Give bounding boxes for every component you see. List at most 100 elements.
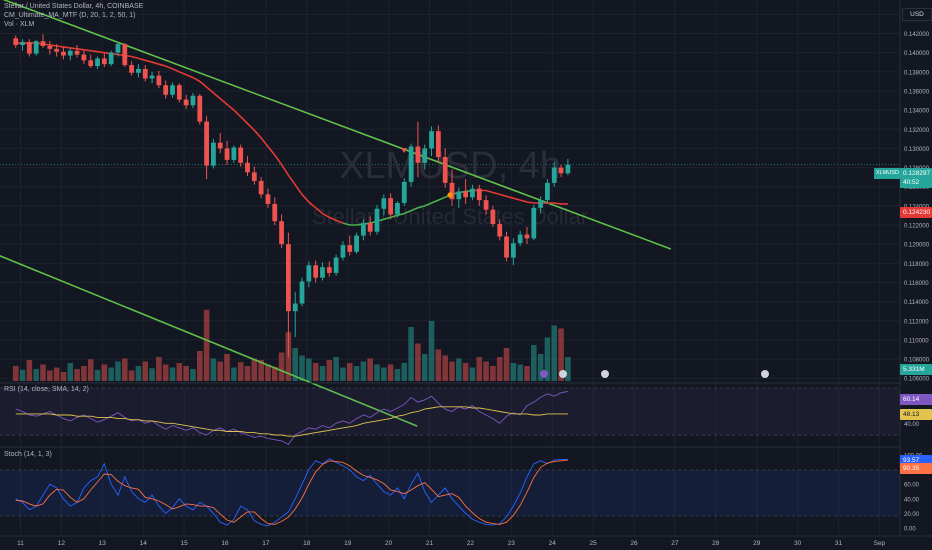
volume-bar xyxy=(94,369,101,381)
vol-legend[interactable]: Vol · XLM xyxy=(4,21,37,28)
candle xyxy=(504,231,509,262)
volume-bar xyxy=(326,360,333,381)
candle xyxy=(286,232,291,358)
candle-body xyxy=(88,60,94,67)
candle-body xyxy=(217,142,223,149)
volume-bar xyxy=(115,361,121,381)
candle-body xyxy=(510,243,516,258)
ma-indicator-title: CM_Ultimate_MA_MTF (D, 20, 1, 2, 50, 1) xyxy=(4,12,136,19)
event-flag-icon xyxy=(601,370,609,378)
candle-body xyxy=(313,265,319,278)
price-tick-label: 0.142000 xyxy=(904,32,930,38)
symbol-legend[interactable]: Stellar / United States Dollar, 4h, COIN… xyxy=(4,3,146,10)
stoch-legend[interactable]: Stoch (14, 1, 3) xyxy=(4,451,55,458)
price-tick-label: 0.114000 xyxy=(904,300,929,306)
volume-bar xyxy=(26,360,33,381)
candle xyxy=(13,35,19,48)
ma-value-label: 0.124230 xyxy=(900,207,932,218)
volume-bar xyxy=(306,358,312,381)
candle-body xyxy=(476,188,482,201)
volume-bar xyxy=(374,364,380,381)
stoch-tick-label: 40.00 xyxy=(904,497,920,503)
volume-bar xyxy=(558,328,564,381)
volume-bar xyxy=(237,362,244,381)
candle-body xyxy=(163,85,169,95)
volume-bar xyxy=(231,367,237,381)
candle xyxy=(558,164,564,178)
candle-body xyxy=(367,223,373,232)
candle-body xyxy=(401,181,407,203)
volume-bar xyxy=(217,361,224,381)
candle xyxy=(415,121,421,178)
price-axis[interactable]: 0.1440000.1420000.1400000.1380000.136000… xyxy=(904,13,930,383)
price-tick-label: 0.134000 xyxy=(904,109,930,115)
candle xyxy=(170,82,175,98)
volume-bar xyxy=(142,361,149,381)
time-tick-label: 25 xyxy=(589,540,597,547)
candle-body xyxy=(299,281,305,304)
candle-body xyxy=(101,58,107,65)
candle xyxy=(429,126,434,157)
candle-body xyxy=(551,167,557,183)
volume-bar xyxy=(415,343,421,381)
time-tick-label: 15 xyxy=(180,540,188,547)
time-tick-label: 14 xyxy=(140,540,148,547)
candle xyxy=(313,260,319,283)
volume-bar xyxy=(19,369,26,381)
time-axis[interactable]: 11 12 13 14 15 16 17 18 19 20 21 22 23 24 25 26 27 28 29 30… xyxy=(17,540,885,547)
volume-bar xyxy=(537,354,544,381)
volume-bar xyxy=(60,372,67,381)
candle-body xyxy=(149,75,155,79)
moving-average xyxy=(15,42,568,226)
candle-body xyxy=(565,164,571,174)
vol-indicator-title: Vol · XLM xyxy=(4,21,35,28)
candle-body xyxy=(286,244,291,312)
rsi-title: RSI (14, close, SMA, 14, 2) xyxy=(4,386,89,393)
candle-body xyxy=(258,180,264,195)
candle xyxy=(326,261,332,277)
candle xyxy=(163,80,169,99)
candle xyxy=(517,230,523,247)
volume-bar xyxy=(258,360,264,381)
volume-bar xyxy=(169,367,176,381)
currency-button[interactable]: USD xyxy=(902,8,932,21)
volume-bar xyxy=(149,368,155,381)
candle-body xyxy=(347,245,353,252)
volume-bar xyxy=(12,366,19,381)
price-tick-label: 0.108000 xyxy=(904,358,930,364)
time-tick-label: 24 xyxy=(549,540,557,547)
candle xyxy=(374,204,380,235)
price-tick-label: 0.118000 xyxy=(904,262,929,268)
volume-bar xyxy=(265,364,271,381)
candle-body xyxy=(333,257,339,273)
volume-bar xyxy=(387,364,394,381)
trendline xyxy=(0,254,418,427)
volume-bar xyxy=(101,364,108,381)
ma-legend[interactable]: CM_Ultimate_MA_MTF (D, 20, 1, 2, 50, 1) xyxy=(4,12,138,19)
candle xyxy=(224,140,230,165)
last-price-label: 0.128297 xyxy=(900,168,932,179)
candle-body xyxy=(504,236,509,258)
volume-bar xyxy=(203,309,210,381)
candle xyxy=(545,179,550,203)
volume-bar xyxy=(162,364,169,381)
candle-body xyxy=(231,147,237,160)
volume-bar xyxy=(40,364,46,381)
event-markers[interactable] xyxy=(540,370,769,378)
candle xyxy=(74,45,80,58)
price-grid xyxy=(0,0,900,536)
candle-body xyxy=(483,200,489,210)
candle xyxy=(395,201,400,218)
volume-bar xyxy=(224,354,230,381)
rsi-legend[interactable]: RSI (14, close, SMA, 14, 2) xyxy=(4,386,92,393)
candle xyxy=(510,238,516,266)
candle-body xyxy=(190,95,196,106)
volume-bar xyxy=(67,363,74,381)
candle-body xyxy=(142,68,148,79)
volume-bar xyxy=(47,370,53,381)
rsi-value-label: 60.14 xyxy=(900,394,932,405)
candle xyxy=(422,144,428,170)
candle-body xyxy=(449,182,455,200)
volume-bar xyxy=(490,366,496,381)
